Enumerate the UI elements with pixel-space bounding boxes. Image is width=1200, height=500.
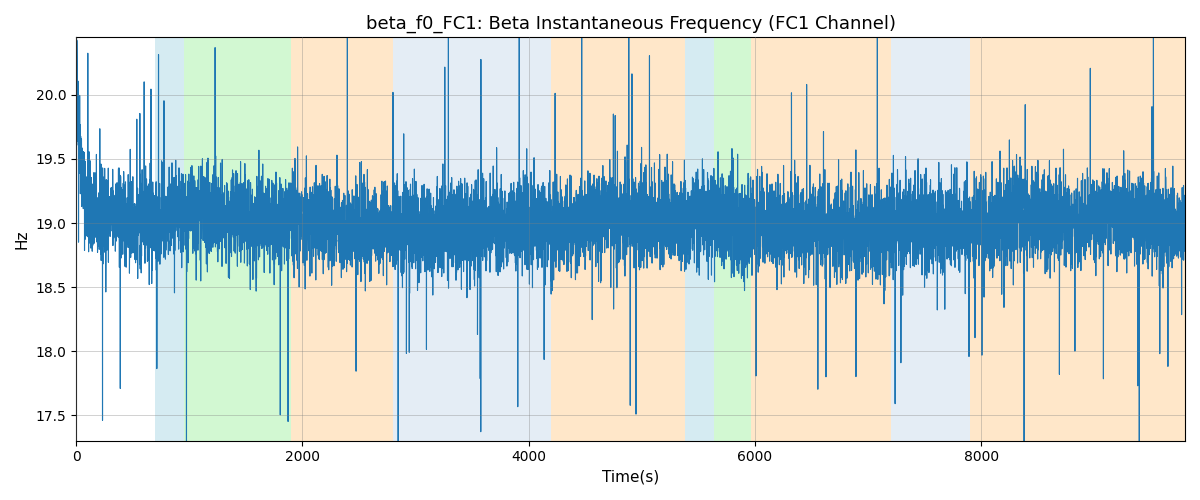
Bar — [184, 38, 292, 440]
Bar — [890, 38, 970, 440]
Bar — [392, 38, 551, 440]
Bar — [714, 38, 750, 440]
Bar — [970, 38, 1186, 440]
Bar — [155, 38, 184, 440]
Bar — [685, 38, 714, 440]
X-axis label: Time(s): Time(s) — [602, 470, 659, 485]
Title: beta_f0_FC1: Beta Instantaneous Frequency (FC1 Channel): beta_f0_FC1: Beta Instantaneous Frequenc… — [366, 15, 895, 34]
Y-axis label: Hz: Hz — [14, 230, 30, 249]
Bar — [750, 38, 890, 440]
Bar — [551, 38, 685, 440]
Bar — [292, 38, 392, 440]
